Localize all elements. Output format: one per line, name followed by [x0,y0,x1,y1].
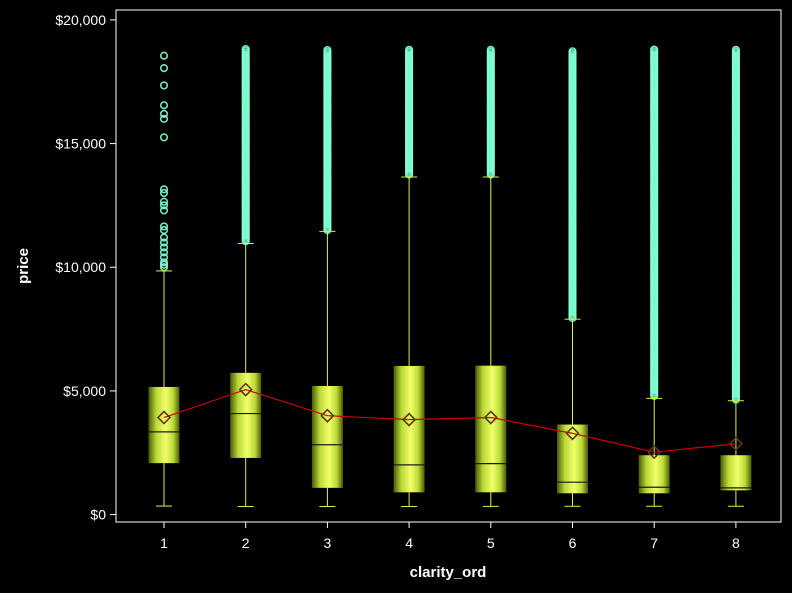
outlier-point [159,81,169,90]
iqr-box [230,372,262,458]
outlier-point [159,133,169,142]
outlier-point [650,45,659,54]
iqr-box [720,455,752,491]
mean-marker [401,412,417,427]
mean-marker [156,410,172,425]
x-axis: 1 2 3 4 5 6 7 8 [160,522,740,551]
outlier-point [241,44,250,54]
mean-line [163,388,736,453]
iqr-box [148,386,180,464]
x-tick-label: 2 [242,535,250,551]
x-tick-label: 3 [324,535,332,551]
outlier-point [159,206,169,215]
mean-marker [238,382,253,397]
x-tick-label: 1 [160,535,168,551]
outlier-point [405,45,414,54]
box-series [148,44,752,508]
box-4 [393,45,425,508]
box-5 [475,45,507,507]
x-axis-title: clarity_ord [410,564,487,581]
iqr-box [311,385,343,488]
outlier-point [159,260,169,269]
outlier-point [159,243,169,252]
iqr-box [475,365,507,493]
x-tick-label: 5 [487,535,495,551]
mean-marker [647,445,662,460]
mean-marker [483,410,498,425]
outlier-point [159,253,169,262]
y-axis-title: price [15,248,32,284]
outlier-point [159,51,169,60]
x-tick-label: 4 [405,535,413,551]
outlier-point [486,45,495,54]
outlier-point [731,45,741,54]
outlier-point [568,47,577,56]
y-tick-label: $20,000 [55,12,106,28]
outlier-point [159,222,169,231]
y-tick-label: $15,000 [55,136,106,152]
plot-area-frame [115,9,782,523]
outlier-point [159,188,169,198]
outlier-point [159,109,169,118]
x-tick-label: 6 [569,535,577,551]
mean-series [156,382,744,460]
box-8 [720,45,752,507]
box-2 [230,44,262,507]
outlier-point [323,45,332,55]
mean-marker [320,408,335,423]
y-tick-label: $0 [90,507,106,523]
mean-marker [728,436,744,451]
box-7 [638,45,670,507]
y-axis: $0 $5,000 $10,000 $15,000 $20,000 [55,12,116,523]
y-tick-label: $10,000 [55,259,106,275]
mean-marker [565,426,580,441]
x-tick-label: 8 [732,535,740,551]
y-tick-label: $5,000 [63,383,106,399]
iqr-box [393,365,425,493]
outlier-point [159,201,169,210]
box-6 [557,47,588,507]
outlier-point [159,185,169,194]
outlier-point [159,114,169,123]
outlier-point [159,238,169,247]
iqr-box [557,424,588,494]
box-1 [148,51,180,507]
outlier-point [159,226,169,235]
outlier-point [159,101,169,110]
outlier-point [159,233,169,242]
x-tick-label: 7 [650,535,658,551]
outlier-point [159,248,169,257]
box-3 [311,45,343,507]
outlier-point [159,197,169,206]
outlier-point [159,64,169,73]
outlier-point [159,258,169,267]
